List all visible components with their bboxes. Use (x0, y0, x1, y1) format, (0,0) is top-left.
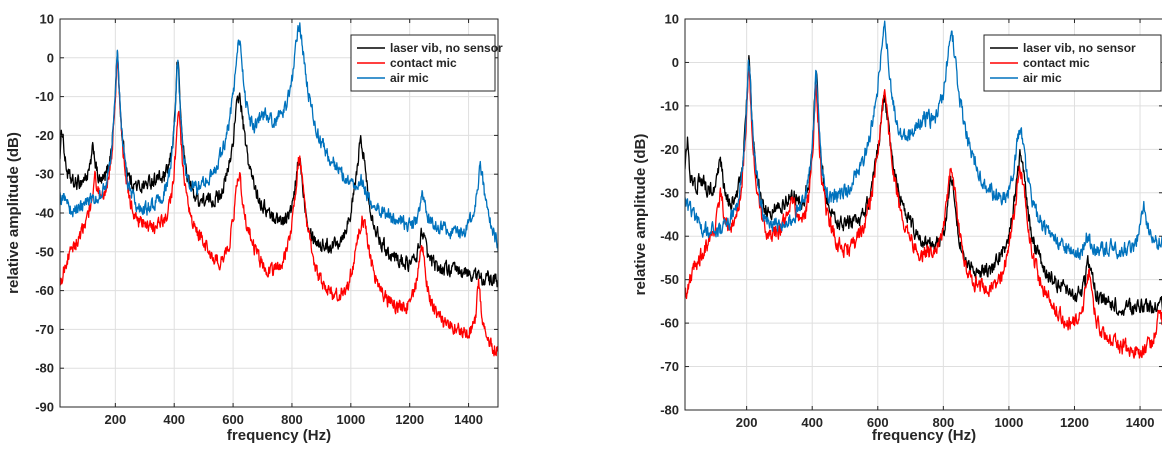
y-tick-label: -40 (35, 206, 54, 221)
legend-label: air mic (390, 71, 429, 85)
y-axis-label: relative amplitude (dB) (5, 132, 22, 294)
x-tick-label: 800 (932, 415, 954, 430)
x-tick-label: 1400 (1126, 415, 1155, 430)
y-tick-label: 0 (47, 50, 54, 65)
x-axis-label: frequency (Hz) (227, 427, 331, 444)
y-tick-label: -30 (35, 167, 54, 182)
y-tick-label: -40 (660, 229, 679, 244)
series-line-air-mic (60, 22, 498, 252)
x-tick-label: 800 (281, 412, 303, 427)
legend-label: air mic (1023, 71, 1062, 85)
legend-label: contact mic (390, 56, 457, 70)
y-tick-label: -10 (35, 89, 54, 104)
legend-label: laser vib, no sensor (390, 41, 503, 55)
y-tick-label: -70 (660, 359, 679, 374)
y-axis-label: relative amplitude (dB) (632, 134, 649, 296)
legend-label: contact mic (1023, 56, 1090, 70)
x-tick-label: 400 (801, 415, 823, 430)
x-tick-label: 600 (867, 415, 889, 430)
series-line-contact-mic (685, 70, 1162, 359)
y-tick-label: -60 (35, 283, 54, 298)
x-tick-label: 1400 (454, 412, 483, 427)
x-tick-label: 1200 (1060, 415, 1089, 430)
x-axis-label: frequency (Hz) (872, 427, 976, 444)
x-tick-label: 1000 (994, 415, 1023, 430)
series-line-laser-vib-no-sensor (685, 54, 1162, 316)
x-tick-label: 400 (163, 412, 185, 427)
y-tick-label: -20 (660, 142, 679, 157)
y-tick-label: 0 (672, 55, 679, 70)
y-tick-label: -80 (660, 403, 679, 418)
y-tick-label: 10 (40, 12, 54, 27)
series-line-air-mic (685, 20, 1162, 260)
series-line-contact-mic (60, 55, 498, 357)
y-tick-label: -60 (660, 316, 679, 331)
y-tick-label: -50 (660, 272, 679, 287)
y-tick-label: -80 (35, 361, 54, 376)
series-group (685, 20, 1162, 359)
y-tick-label: -30 (660, 185, 679, 200)
x-tick-label: 600 (222, 412, 244, 427)
x-tick-label: 200 (736, 415, 758, 430)
y-tick-label: -90 (35, 400, 54, 415)
series-group (60, 22, 498, 357)
y-tick-label: -50 (35, 244, 54, 259)
x-tick-label: 1200 (395, 412, 424, 427)
x-tick-label: 1000 (336, 412, 365, 427)
chart-right: 200 400 600 800 1000 1200 1400 10 0 -10 -20 -30 -40 -… (632, 12, 1162, 444)
chart-left: 200 400 600 800 1000 1200 1400 10 0 -10 -20 -30 -40 -… (5, 12, 503, 445)
axes-box (684, 18, 1162, 411)
y-tick-label: 10 (665, 12, 679, 27)
legend-label: laser vib, no sensor (1023, 41, 1136, 55)
y-tick-label: -10 (660, 98, 679, 113)
y-tick-label: -70 (35, 322, 54, 337)
y-tick-label: -20 (35, 128, 54, 143)
x-tick-label: 200 (104, 412, 126, 427)
